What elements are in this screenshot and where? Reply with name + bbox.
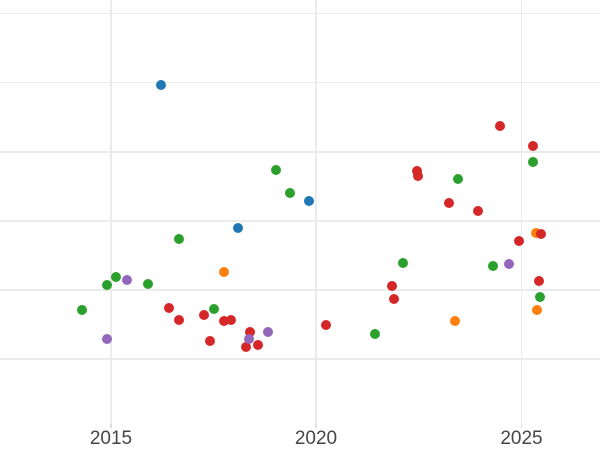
x-tick-label: 2020 [294,428,338,449]
data-point-red [389,294,399,304]
data-point-red [534,276,544,286]
x-axis-tick [315,424,317,428]
data-point-purple [263,327,273,337]
h-gridline [0,81,600,84]
x-tick-label: 2015 [89,428,133,449]
data-point-red [199,310,209,320]
x-tick-label: 2025 [500,428,543,449]
data-point-red [495,121,505,131]
data-point-orange [219,267,229,277]
data-point-purple [122,275,132,285]
data-point-green [453,174,463,184]
h-gridline [0,12,600,15]
plot-panel [0,0,600,424]
data-point-blue [233,223,243,233]
data-point-red [473,206,483,216]
data-point-green [285,188,295,198]
h-gridline [0,220,600,222]
data-point-red [321,320,331,330]
data-point-red [241,342,251,352]
data-point-green [143,279,153,289]
data-point-purple [504,259,514,269]
data-point-green [271,165,281,175]
data-point-purple [244,334,254,344]
data-point-red [164,303,174,313]
data-point-red [174,315,184,325]
data-point-red [444,198,454,208]
data-point-green [77,305,87,315]
data-point-red [205,336,215,346]
h-gridline [0,289,600,291]
data-point-green [488,261,498,271]
x-axis-tick [110,424,112,428]
data-point-green [209,304,219,314]
data-point-red [514,236,524,246]
data-point-green [528,157,538,167]
x-axis-tick [520,424,523,428]
h-gridline [0,358,600,360]
v-gridline [520,0,523,424]
data-point-red [219,316,229,326]
data-point-green [370,329,380,339]
data-point-orange [450,316,460,326]
data-point-red [528,141,538,151]
h-gridline [0,151,600,153]
data-point-red [536,229,546,239]
data-point-red [413,171,423,181]
data-point-red [245,327,255,337]
data-point-green [111,272,121,282]
data-point-blue [304,196,314,206]
v-gridline [110,0,112,424]
data-point-orange [532,305,542,315]
data-point-red [226,315,236,325]
data-point-green [102,280,112,290]
data-point-green [174,234,184,244]
data-point-green [398,258,408,268]
data-point-red [387,281,397,291]
v-gridline [315,0,317,424]
data-point-blue [156,80,166,90]
data-point-red [253,340,263,350]
data-point-green [535,292,545,302]
data-point-purple [102,334,112,344]
